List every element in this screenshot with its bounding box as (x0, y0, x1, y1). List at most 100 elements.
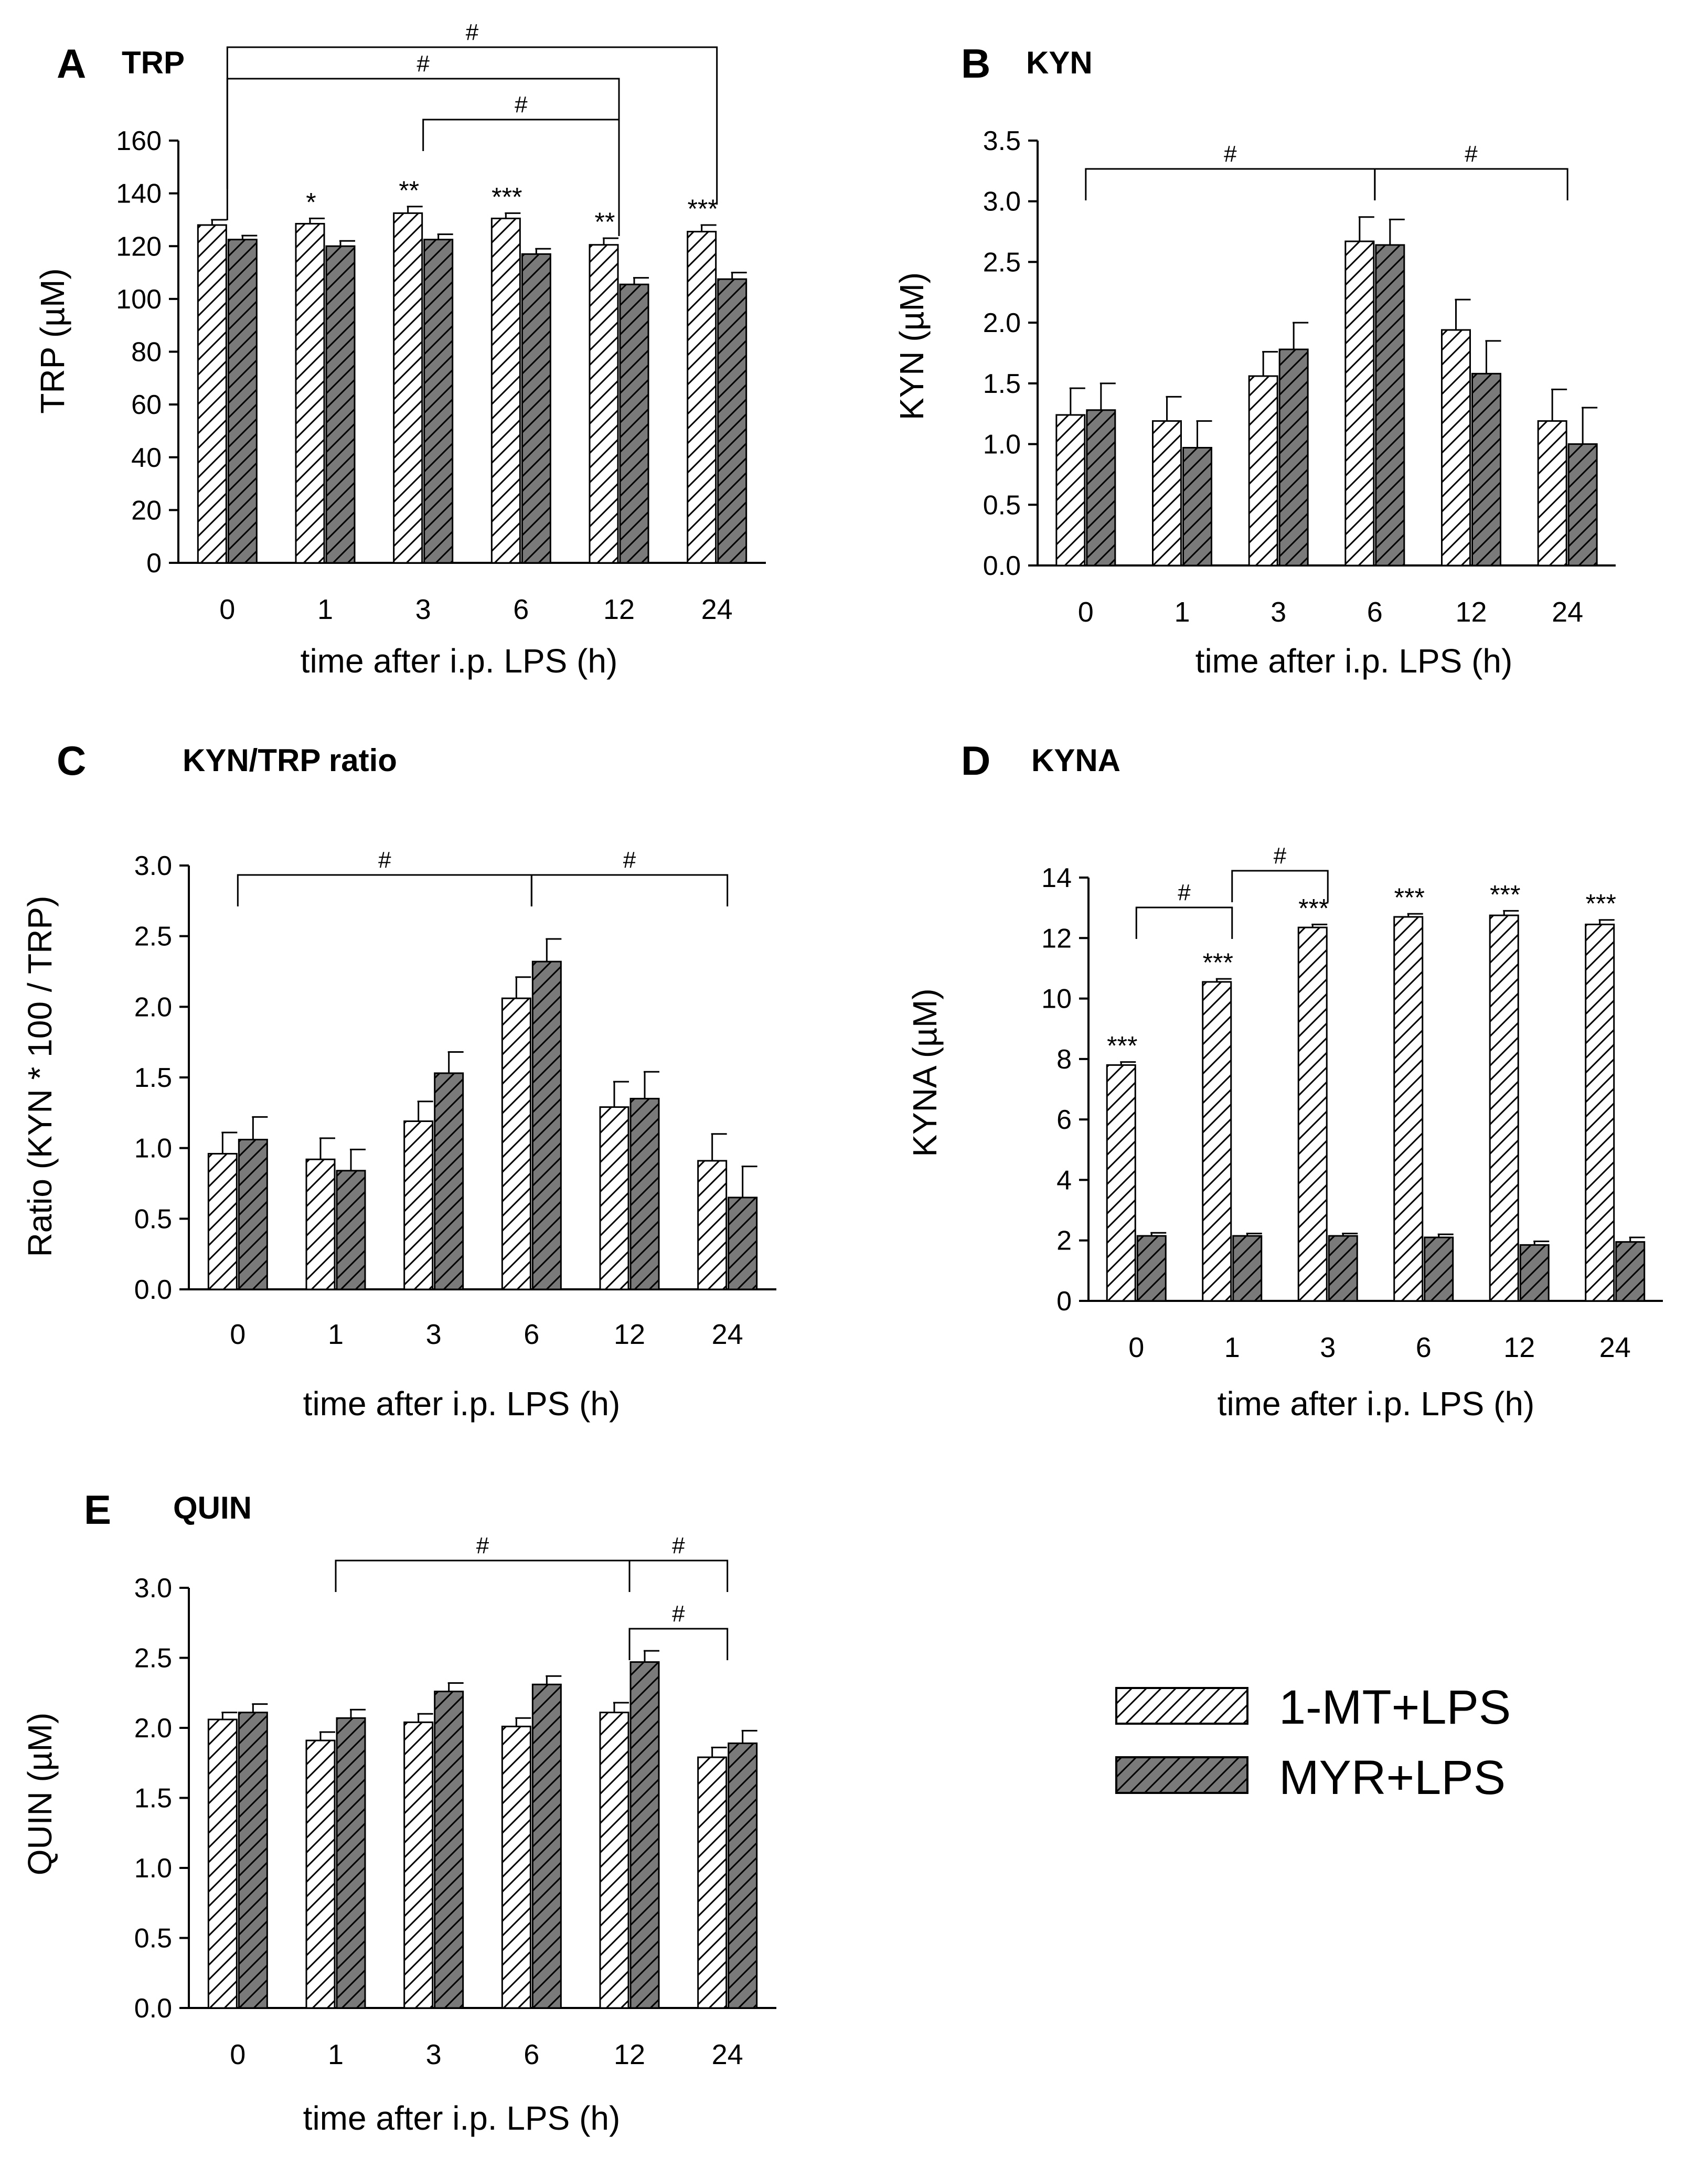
bar-myr (531, 1683, 562, 2009)
bar-myr (1375, 244, 1405, 567)
bar-myr (531, 960, 562, 1290)
significance-stars: *** (492, 182, 522, 211)
panel-c-ylabel: Ratio (KYN * 100 / TRP) (21, 896, 59, 1257)
y-tick-label: 2.5 (134, 1643, 172, 1674)
bar-myr (227, 239, 258, 564)
y-tick-label: 14 (1041, 863, 1072, 893)
bar-1mt (305, 1158, 336, 1290)
y-tick-label: 160 (116, 126, 162, 156)
y-tick-label: 0.0 (134, 1275, 172, 1305)
bar-myr (1471, 372, 1501, 567)
bar-myr (434, 1072, 464, 1290)
bracket-label: # (476, 1533, 489, 1558)
bar-myr (238, 1712, 268, 2009)
bracket-label: # (417, 51, 430, 77)
x-tick-label: 12 (614, 2039, 645, 2070)
bar-1mt (403, 1120, 434, 1290)
panel-d-letter: D (961, 738, 990, 784)
x-tick-label: 6 (1416, 1332, 1432, 1363)
x-tick-label: 24 (1552, 596, 1583, 628)
y-tick-label: 0.0 (134, 1993, 172, 2024)
y-tick-label: 2 (1056, 1226, 1072, 1256)
x-tick-label: 12 (603, 594, 635, 625)
panel-a-title: TRP (122, 45, 185, 80)
x-tick-label: 0 (230, 2039, 245, 2070)
x-tick-label: 3 (415, 594, 431, 625)
y-tick-label: 3.0 (983, 187, 1021, 217)
y-tick-label: 2.0 (983, 308, 1021, 338)
bar-1mt (197, 224, 227, 564)
y-tick-label: 60 (131, 390, 162, 420)
panel-d: D KYNA 024681012140***1***3***6***12***2… (906, 738, 1663, 1423)
panel-b-ylabel: KYN (µM) (893, 272, 931, 420)
bar-1mt (697, 1756, 728, 2009)
y-tick-label: 0.5 (134, 1924, 172, 1954)
bar-1mt (687, 231, 717, 564)
x-tick-label: 1 (328, 2039, 344, 2070)
significance-stars: *** (1298, 893, 1329, 923)
comparison-bracket (226, 46, 718, 205)
y-tick-label: 8 (1056, 1044, 1072, 1075)
x-tick-label: 1 (317, 594, 333, 625)
significance-stars: *** (687, 194, 718, 223)
x-tick-label: 12 (614, 1319, 645, 1350)
legend-label-myr: MYR+LPS (1279, 1751, 1506, 1804)
x-tick-label: 6 (524, 1319, 539, 1350)
significance-stars: *** (1107, 1031, 1137, 1061)
y-tick-label: 1.5 (134, 1063, 172, 1093)
panel-c-plot: 0.0 0.5 1.0 1.5 2.0 2.5 3.0 0 1 3 6 12 24 # # (134, 847, 776, 1350)
bracket-label: # (623, 847, 636, 873)
bar-1mt (305, 1739, 336, 2009)
y-tick-label: 6 (1056, 1105, 1072, 1135)
x-tick-label: 3 (1320, 1332, 1336, 1363)
bar-1mt (1344, 240, 1375, 567)
y-tick-label: 0 (1056, 1286, 1072, 1317)
y-tick-label: 120 (116, 231, 162, 262)
bar-myr (325, 245, 356, 564)
panel-b-xlabel: time after i.p. LPS (h) (1195, 642, 1513, 680)
y-tick-label: 1.5 (134, 1783, 172, 1814)
x-tick-label: 24 (701, 594, 733, 625)
panel-d-ylabel: KYNA (µM) (906, 988, 944, 1157)
bar-myr (1136, 1235, 1167, 1302)
bar-1mt (295, 222, 325, 564)
legend-label-1mt: 1-MT+LPS (1279, 1681, 1511, 1734)
x-tick-label: 12 (1503, 1332, 1535, 1363)
y-tick-label: 10 (1041, 984, 1072, 1014)
y-tick-label: 0.0 (983, 551, 1021, 581)
y-tick-label: 3.0 (134, 851, 172, 881)
x-tick-label: 6 (1367, 596, 1383, 628)
y-tick-label: 20 (131, 495, 162, 526)
y-tick-label: 100 (116, 284, 162, 315)
y-tick-label: 0.5 (134, 1204, 172, 1234)
bar-1mt (1055, 414, 1086, 567)
y-tick-label: 3.0 (134, 1573, 172, 1604)
bar-1mt (1152, 420, 1182, 567)
panel-d-xlabel: time after i.p. LPS (h) (1218, 1385, 1535, 1423)
comparison-bracket (530, 874, 729, 906)
bar-myr (1424, 1236, 1454, 1302)
legend-swatch-1mt (1115, 1687, 1248, 1725)
bar-myr (336, 1717, 366, 2009)
bar-1mt (1537, 420, 1567, 567)
bar-1mt (490, 217, 521, 564)
bar-myr (619, 283, 649, 564)
x-tick-label: 24 (712, 1319, 743, 1350)
panel-c-title: KYN/TRP ratio (183, 743, 397, 778)
x-tick-label: 0 (230, 1319, 245, 1350)
bar-1mt (1585, 923, 1615, 1302)
significance-stars: ** (595, 207, 615, 237)
y-tick-label: 2.5 (983, 247, 1021, 277)
bar-myr (1232, 1235, 1263, 1302)
bar-1mt (393, 212, 423, 564)
bracket-label: # (1178, 880, 1191, 905)
bar-myr (238, 1139, 268, 1290)
panel-b-title: KYN (1026, 45, 1093, 80)
bar-1mt (1441, 329, 1471, 567)
comparison-bracket (422, 119, 620, 151)
bar-myr (1086, 409, 1116, 567)
bar-1mt (599, 1712, 629, 2009)
panel-a-plot: 0 20 40 60 80 100 120 140 160 0 1 * 3 ** 6 *** 12 ** 24 ***… (116, 19, 766, 625)
